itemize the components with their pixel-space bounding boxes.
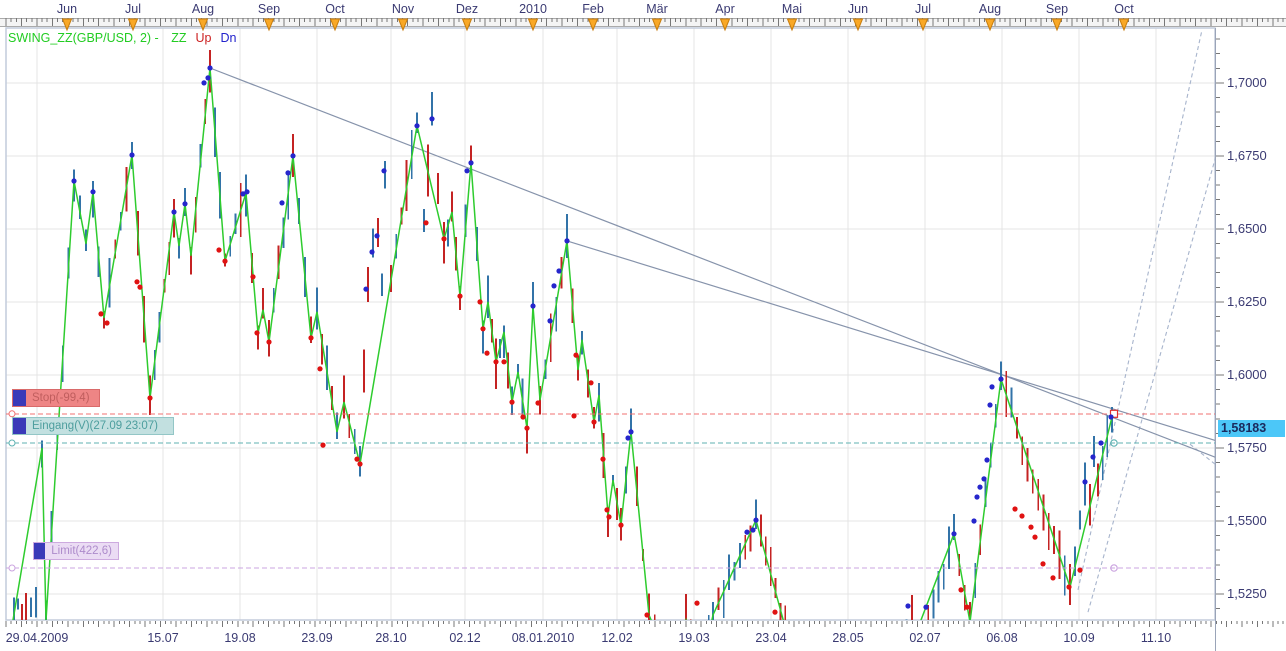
date-label: 19.03 xyxy=(678,631,710,645)
date-label: 15.07 xyxy=(147,631,179,645)
date-label: 12.02 xyxy=(601,631,633,645)
month-label: Aug xyxy=(978,2,1002,16)
month-label: Jul xyxy=(125,2,141,16)
price-label: 1,5250 xyxy=(1227,586,1267,601)
order-handle-icon[interactable] xyxy=(34,543,46,559)
projection-channel-lines[interactable] xyxy=(1077,29,1216,613)
legend-part: SWING_ZZ(GBP/USD, 2) - xyxy=(8,31,163,45)
month-label: Jun xyxy=(56,2,78,16)
order-label-entry[interactable]: Eingang(V)(27.09 23:07) xyxy=(12,417,174,435)
order-handle-icon[interactable] xyxy=(13,418,26,434)
month-label: Sep xyxy=(257,2,281,16)
date-label: 19.08 xyxy=(224,631,256,645)
date-label: 23.04 xyxy=(755,631,787,645)
axis-ticks xyxy=(5,18,1284,651)
price-label: 1,5500 xyxy=(1227,512,1267,528)
price-bars xyxy=(13,50,1113,620)
date-label: 02.12 xyxy=(449,631,481,645)
date-label: 28.05 xyxy=(832,631,864,645)
month-label: Oct xyxy=(1114,2,1134,16)
date-label: 10.09 xyxy=(1063,631,1095,645)
price-label: 1,6250 xyxy=(1227,293,1267,309)
month-label: Mär xyxy=(646,2,668,16)
indicator-legend: SWING_ZZ(GBP/USD, 2) - ZZ Up Dn xyxy=(8,31,245,45)
month-label: Dez xyxy=(455,2,479,16)
date-label: 11.10 xyxy=(1140,631,1172,645)
date-label: 28.10 xyxy=(375,631,407,645)
legend-part: Up xyxy=(195,31,212,45)
current-price-badge: 1,58183 xyxy=(1218,419,1285,437)
month-label: Oct xyxy=(325,2,345,16)
date-label: 23.09 xyxy=(301,631,333,645)
date-label: 06.08 xyxy=(986,631,1018,645)
date-label: 02.07 xyxy=(909,631,941,645)
month-marker-pins xyxy=(61,18,1130,32)
plot-frame xyxy=(5,27,1216,621)
top-time-ruler xyxy=(0,18,1286,27)
price-label: 1,6500 xyxy=(1227,220,1267,236)
price-label: 1,5750 xyxy=(1227,439,1267,455)
trend-lines[interactable] xyxy=(209,67,1217,458)
order-label-text: Stop(-99,4) xyxy=(32,392,90,404)
price-label: 1,7000 xyxy=(1227,74,1267,90)
month-label: Nov xyxy=(391,2,415,16)
legend-part: ZZ xyxy=(171,31,187,45)
order-label-text: Eingang(V)(27.09 23:07) xyxy=(32,420,158,432)
date-label: 29.04.2009 xyxy=(5,631,69,645)
month-label: Apr xyxy=(715,2,735,16)
order-label-stop[interactable]: Stop(-99,4) xyxy=(12,389,100,407)
zigzag-low-dots xyxy=(98,220,1083,618)
month-label: Jul xyxy=(915,2,931,16)
month-label: Feb xyxy=(582,2,604,16)
month-label: Jun xyxy=(847,2,869,16)
month-label: Mai xyxy=(781,2,803,16)
order-label-limit[interactable]: Limit(422,6) xyxy=(33,542,119,560)
price-label: 1,6000 xyxy=(1227,366,1267,382)
order-handle-icon[interactable] xyxy=(13,390,26,406)
legend-part: Dn xyxy=(220,31,237,45)
gridlines xyxy=(6,28,1215,620)
zigzag-high-dots xyxy=(71,65,1114,610)
month-label: 2010 xyxy=(519,2,547,16)
month-label: Aug xyxy=(191,2,215,16)
order-label-text: Limit(422,6) xyxy=(51,545,112,557)
month-label: Sep xyxy=(1045,2,1069,16)
date-label: 08.01.2010 xyxy=(511,631,575,645)
price-label: 1,6750 xyxy=(1227,147,1267,163)
order-lines[interactable] xyxy=(6,409,1215,572)
